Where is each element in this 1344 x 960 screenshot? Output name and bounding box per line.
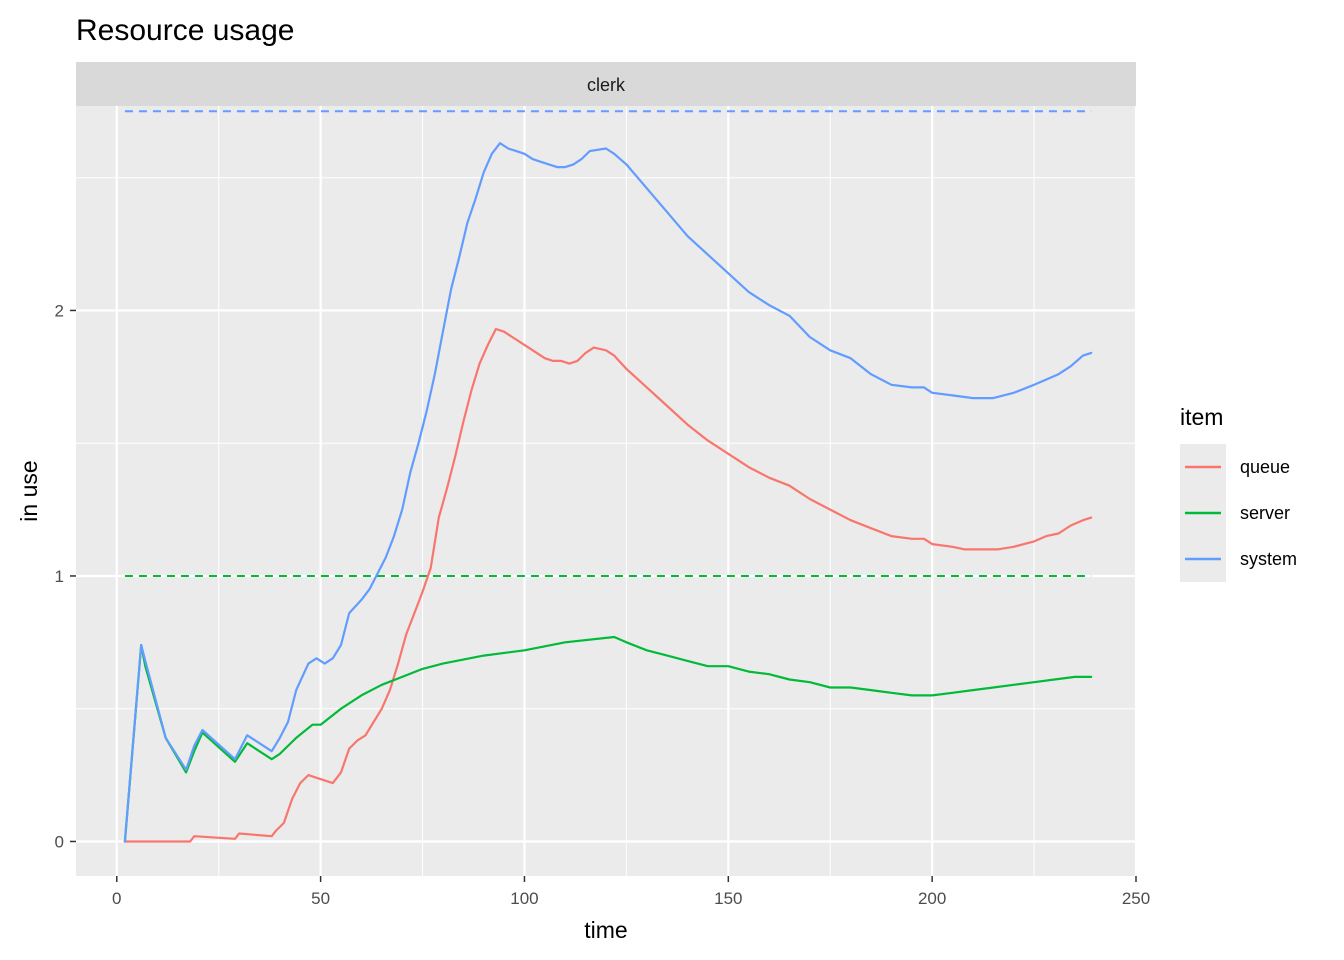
y-tick-label: 1 <box>55 567 64 586</box>
legend-items: queue server system <box>1180 444 1297 582</box>
server-series-line <box>123 635 1093 843</box>
x-tick-label: 0 <box>112 889 121 908</box>
legend: item queue server system <box>1180 404 1297 582</box>
x-tick-label: 250 <box>1122 889 1150 908</box>
legend-label-queue: queue <box>1240 457 1290 477</box>
legend-title: item <box>1180 404 1223 430</box>
x-axis: 0 50 100 150 200 250 <box>112 876 1150 908</box>
legend-label-system: system <box>1240 549 1297 569</box>
legend-label-server: server <box>1240 503 1290 523</box>
x-tick-label: 100 <box>510 889 538 908</box>
minor-gridlines <box>76 106 1136 876</box>
x-tick-label: 200 <box>918 889 946 908</box>
y-axis-title: in use <box>16 460 42 521</box>
chart-title: Resource usage <box>76 14 294 47</box>
queue-series-line <box>123 327 1093 843</box>
y-axis: 0 1 2 <box>55 301 76 851</box>
x-axis-title: time <box>584 917 627 943</box>
y-tick-label: 0 <box>55 832 64 851</box>
series-lines <box>123 142 1093 843</box>
facet-strip <box>76 62 1136 106</box>
reference-lines <box>124 110 1092 577</box>
x-tick-label: 150 <box>714 889 742 908</box>
system-series-line <box>123 142 1093 843</box>
x-tick-label: 50 <box>311 889 330 908</box>
y-tick-label: 2 <box>55 301 64 320</box>
facet-strip-label: clerk <box>587 75 626 95</box>
